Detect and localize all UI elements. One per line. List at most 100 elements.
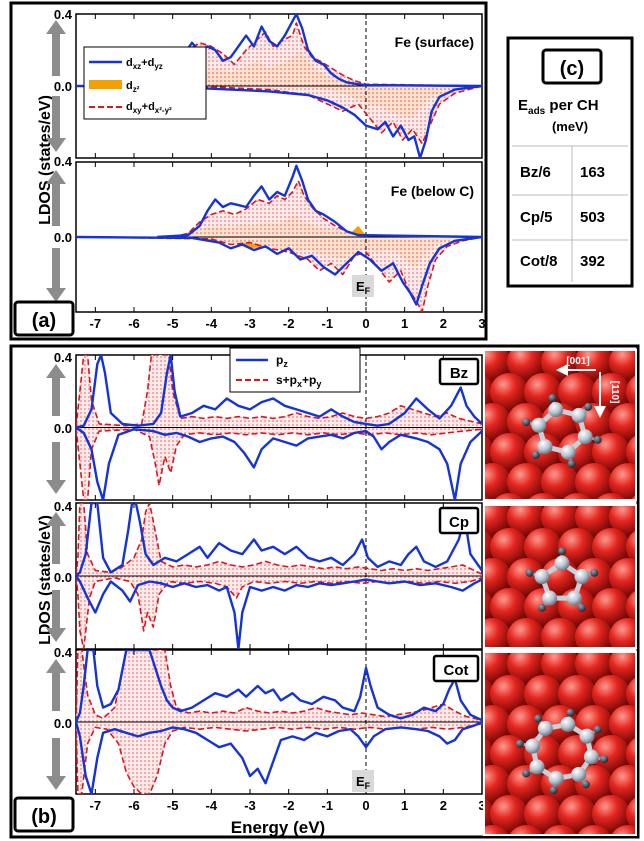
table-row-value: 163 [580,164,605,181]
fe-atom [577,825,611,835]
direction-001-label: [001] [566,356,589,367]
fe-atom [626,375,636,409]
inset-frame [483,651,637,836]
series-fill-dxy-dx2-y2-up [172,180,482,237]
series-line-s-px-py-down [76,575,482,649]
plot-cot [75,649,483,795]
x-tick-label: -3 [244,798,256,813]
direction-110-label: [110] [609,381,620,404]
ytick-b-zero-1: 0.0 [54,421,72,436]
fe-atom [592,795,630,833]
h-atom [515,739,524,748]
series-line-dxz-dyz-up [157,164,482,239]
fe-atom [490,588,528,626]
table-header-unit: (meV) [552,119,588,134]
x-tick-label: 0 [362,798,369,813]
c-atom [583,749,599,765]
subplot-title-bz: Bz [450,365,468,382]
fe-atom [543,825,577,835]
panel-b-label-box [13,796,75,833]
fe-atom [484,618,511,648]
h-atom [522,769,531,778]
panel-b-ylabel: LDOS (states/eV) [37,515,54,645]
series-fill-s-px-py-up [76,355,482,428]
x-tick-label: -7 [90,316,102,331]
panel-b-arrows [46,364,66,790]
surface-inset [484,350,636,500]
series-line-dxz-dyz-down [76,84,482,158]
fe-atom [609,505,636,536]
fe-atom [541,618,579,648]
fe-atom [484,463,511,500]
fe-atom [490,528,528,566]
table-row-name: Cot/8 [520,253,558,270]
fe-atom [484,375,494,409]
ytick-b-top-2: 0.4 [54,499,73,514]
fe-atom [609,350,636,381]
fe-atom [524,795,562,833]
subplot-title-box [432,654,480,683]
h-atom [600,755,609,764]
subplot-title-bz-box: Bz [438,357,480,386]
legend-label-dxz-dyz: dxz+dyz [126,57,163,71]
down-arrow-icon [46,738,66,790]
fe-atom [609,618,636,648]
fe-atom [484,505,511,536]
fe-atom [592,373,630,411]
legend-label-s-px-py: s+px+py [276,373,321,389]
fe-atom [507,652,545,683]
ef-label: EF [356,774,371,791]
plot-area [76,503,482,649]
panel-b-xlabel: Energy (eV) [231,818,325,837]
c-atom [548,402,564,418]
fe-atom [596,493,626,500]
fe-atom [484,825,509,835]
series-line-dxy-dx2-y2-down [76,236,482,312]
fe-atom [611,825,636,835]
x-tick-label: 2 [440,798,447,813]
legend-label-dz2: dz² [126,80,140,94]
c-atom [537,721,553,737]
down-arrow-icon [46,442,66,494]
ytick-b-top-3: 0.4 [54,645,73,660]
subplot-title-cp-box: Cp [438,506,480,535]
table-row-value: 503 [580,209,605,226]
fe-atom [507,765,545,803]
series-fill-s-px-py-up [76,503,482,576]
ef-badge [352,770,374,792]
panel-b-legend: pz s+px+py [229,347,361,393]
x-tick-label: -7 [90,798,102,813]
up-arrow-icon [46,170,66,226]
series-line-s-px-py-up [76,355,482,428]
fe-atom [484,705,511,743]
fe-atom [507,558,545,596]
x-tick-label: -4 [206,798,218,813]
fe-atom [490,675,528,713]
fe-atom [562,493,592,500]
series-line-dxz-dyz-down [76,235,482,306]
crystal-direction-arrows: [001] [110] [556,356,620,418]
series-line-dxy-dx2-y2-up [172,180,482,238]
series-fill-s-px-py-up [76,650,482,722]
x-tick-label: -3 [244,316,256,331]
x-tick-label: 0 [362,316,369,331]
inset-frame [483,349,637,501]
c-atom [577,429,593,445]
legend-swatch-dz2 [89,80,122,89]
fe-atom [609,652,636,683]
fe-atom [592,735,630,773]
down-arrow-icon [46,590,66,642]
x-tick-label: -2 [283,798,295,813]
fe-atom [626,435,636,469]
x-tick-label: 1 [401,316,408,331]
fe-atom [484,677,494,711]
c-atom [542,590,558,606]
panel-a-frame [9,1,488,341]
h-atom [534,714,543,723]
fe-atom [609,705,636,743]
up-arrow-icon [46,512,66,564]
fe-atom [541,505,579,536]
c-atom [574,569,590,585]
fe-atom [592,675,630,713]
